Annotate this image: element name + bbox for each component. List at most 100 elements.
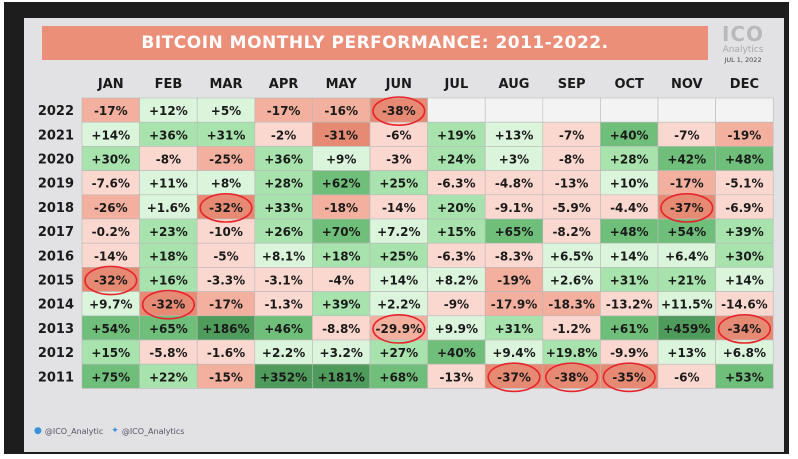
cell-value: +186% [202, 322, 249, 336]
cell-value: +27% [379, 346, 418, 360]
row-label-2012: 2012 [38, 346, 74, 361]
cell-value: -32% [94, 274, 128, 288]
cell-value: -1.6% [207, 346, 245, 360]
footer-handle-1[interactable]: ● @ICO_Analytic [34, 426, 104, 436]
heatmap-cell [369, 218, 428, 244]
cell-value: +25% [379, 177, 418, 191]
cell-value: -34% [728, 322, 762, 336]
cell-value: +11% [149, 177, 188, 191]
cell-value: +46% [264, 322, 303, 336]
annotation-circle [372, 313, 426, 344]
cell-value: -8.2% [552, 225, 590, 239]
cell-value: +36% [149, 128, 188, 142]
cell-value: +39% [322, 298, 361, 312]
heatmap-cell [542, 170, 601, 196]
heatmap-cell [715, 97, 774, 123]
cell-value: +14% [91, 128, 130, 142]
cell-value: -4.4% [610, 201, 648, 215]
cell-value: +18% [322, 249, 361, 263]
cell-value: +14% [610, 249, 649, 263]
cell-value: -18% [324, 201, 358, 215]
cell-value: +25% [379, 249, 418, 263]
cell-value: +7.2% [377, 225, 420, 239]
column-header-jul: JUL [444, 77, 469, 92]
cell-value: +15% [437, 225, 476, 239]
row-label-2021: 2021 [38, 128, 74, 143]
heatmap-cell [81, 146, 140, 171]
heatmap-cell [600, 97, 659, 123]
cell-value: +11.5% [661, 298, 713, 312]
row-label-2016: 2016 [38, 249, 74, 264]
cell-value: +40% [610, 128, 649, 142]
heatmap-cell [196, 291, 256, 317]
heatmap-cell [139, 97, 198, 123]
cell-value: +68% [379, 370, 418, 384]
cell-value: -31% [324, 128, 358, 142]
cell-value: +54% [91, 322, 130, 336]
heatmap-cell [139, 339, 198, 365]
cell-value: -37% [497, 370, 531, 384]
cell-value: +9.9% [435, 322, 478, 336]
heatmap-cell [254, 242, 313, 268]
heatmap-cell [657, 242, 716, 268]
column-header-mar: MAR [209, 77, 242, 92]
chart-panel: BITCOIN MONTHLY PERFORMANCE: 2011-2022. … [24, 18, 784, 452]
heatmap-cell [484, 121, 544, 147]
footer-handle-2[interactable]: ✦ @ICO_Analytics [111, 426, 185, 436]
column-header-apr: APR [269, 77, 299, 92]
heatmap-cell [715, 146, 774, 171]
heatmap-cell [600, 291, 659, 317]
cell-value: -8.3% [495, 249, 533, 263]
cell-value: +9% [326, 153, 356, 167]
heatmap-cell [254, 291, 313, 317]
cell-value: +2.6% [550, 274, 593, 288]
annotation-circle [602, 362, 656, 393]
cell-value: -6% [386, 128, 411, 142]
heatmap-cell [369, 291, 428, 317]
cell-value: +65% [149, 322, 188, 336]
cell-value: -13% [555, 177, 589, 191]
cell-value: -7% [674, 128, 699, 142]
heatmap-cell [139, 218, 198, 244]
cell-value: +13% [667, 346, 706, 360]
heatmap-cell [196, 267, 256, 292]
heatmap-cell [369, 363, 428, 389]
cell-value: -6% [674, 370, 699, 384]
cell-value: -17.9% [491, 298, 538, 312]
cell-value: -5.8% [149, 346, 187, 360]
heatmap-cell [196, 339, 256, 365]
cell-value: -38% [382, 104, 416, 118]
column-header-dec: DEC [730, 77, 759, 92]
cell-value: -5.1% [725, 177, 763, 191]
annotation-circle [141, 289, 195, 320]
twitter-icon: ✦ [111, 426, 119, 436]
cell-value: -2% [271, 128, 296, 142]
heatmap-cell [715, 291, 774, 317]
cell-value: +12% [149, 104, 188, 118]
heatmap-cell [139, 315, 198, 341]
cell-value: -19% [497, 274, 531, 288]
cell-value: +6.4% [665, 249, 708, 263]
footer: ● @ICO_Analytic ✦ @ICO_Analytics [34, 426, 184, 436]
ico-analytics-logo: ICO Analytics JUL 1, 2022 [710, 23, 776, 69]
row-label-2011: 2011 [38, 370, 74, 385]
heatmap-cell [715, 339, 774, 365]
cell-value: +2.2% [262, 346, 305, 360]
cell-value: +14% [379, 274, 418, 288]
heatmap-cell [369, 267, 428, 292]
cell-value: +22% [149, 370, 188, 384]
cell-value: +6.5% [550, 249, 593, 263]
heatmap-cell [657, 291, 716, 317]
row-label-2022: 2022 [38, 104, 74, 119]
column-header-sep: SEP [558, 77, 586, 92]
cell-value: -5.9% [552, 201, 590, 215]
heatmap-cell [427, 170, 486, 196]
heatmap-cell [254, 267, 313, 292]
column-header-feb: FEB [155, 77, 183, 92]
row-label-2017: 2017 [38, 225, 74, 240]
heatmap-cell [542, 339, 601, 365]
heatmap-cell [600, 218, 659, 244]
row-label-2015: 2015 [38, 274, 74, 289]
heatmap-cell [715, 121, 774, 147]
cell-value: +459% [663, 322, 710, 336]
